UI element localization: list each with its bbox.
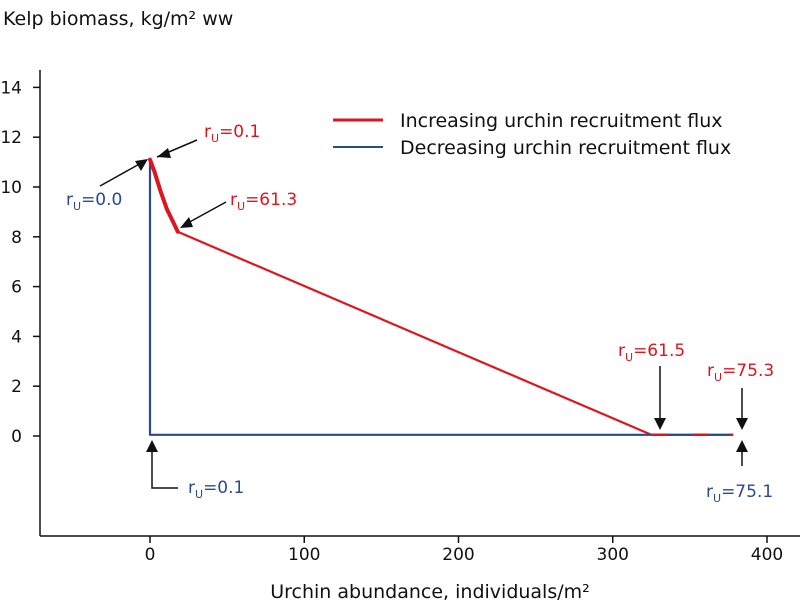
annotation-arrowhead [736, 418, 748, 430]
y-tick-label: 6 [11, 278, 22, 298]
annotation-arrowhead [157, 148, 171, 158]
annotation-label: rU=0.1 [188, 478, 244, 501]
annotation-label: rU=61.5 [618, 341, 685, 364]
legend: Increasing urchin recruitment flux Decre… [333, 110, 731, 159]
y-tick-label: 12 [0, 128, 22, 148]
annotation-label: rU=0.0 [66, 190, 122, 213]
annotation-arrow [151, 446, 178, 489]
annotation-arrowhead [135, 159, 148, 171]
annotation-arrowhead [654, 418, 666, 430]
y-tick-label: 4 [11, 327, 22, 347]
y-ticks: 0 2 4 6 8 10 12 14 [0, 78, 40, 447]
series-line-decreasing [148, 159, 734, 436]
y-tick-label: 2 [11, 377, 22, 397]
annotation-arrow [99, 161, 144, 187]
x-ticks: 0 100 200 300 400 [145, 536, 783, 565]
y-axis-title: Kelp biomass, kg/m² ww [3, 8, 233, 30]
annotation-arrowhead [736, 440, 748, 452]
x-tick-label: 100 [288, 545, 320, 565]
legend-label-increasing: Increasing urchin recruitment flux [400, 110, 723, 132]
y-tick-label: 0 [11, 427, 22, 447]
x-tick-label: 200 [442, 545, 474, 565]
annotation-arrow [185, 201, 227, 225]
annotation-arrowhead [146, 440, 158, 452]
annotation-label: rU=75.3 [707, 361, 774, 384]
x-axis-title: Urchin abundance, individuals/m² [270, 581, 590, 603]
annotations: rU=0.1 rU=0.0 rU=61.3 rU=61.5 rU=75.3 rU=0.1 r… [66, 122, 774, 505]
annotation-label: rU=75.1 [706, 482, 773, 505]
annotation-arrowhead [180, 217, 193, 228]
x-tick-label: 300 [597, 545, 629, 565]
series-lines [148, 157, 734, 436]
y-tick-label: 10 [0, 178, 22, 198]
legend-label-decreasing: Decreasing urchin recruitment flux [400, 137, 731, 159]
annotation-label: rU=0.1 [204, 122, 260, 145]
x-tick-label: 0 [145, 545, 156, 565]
series-curve-increasing [148, 157, 180, 234]
x-tick-label: 400 [751, 545, 783, 565]
annotation-label: rU=61.3 [230, 190, 297, 213]
y-tick-label: 8 [11, 228, 22, 248]
y-tick-label: 14 [0, 78, 22, 98]
